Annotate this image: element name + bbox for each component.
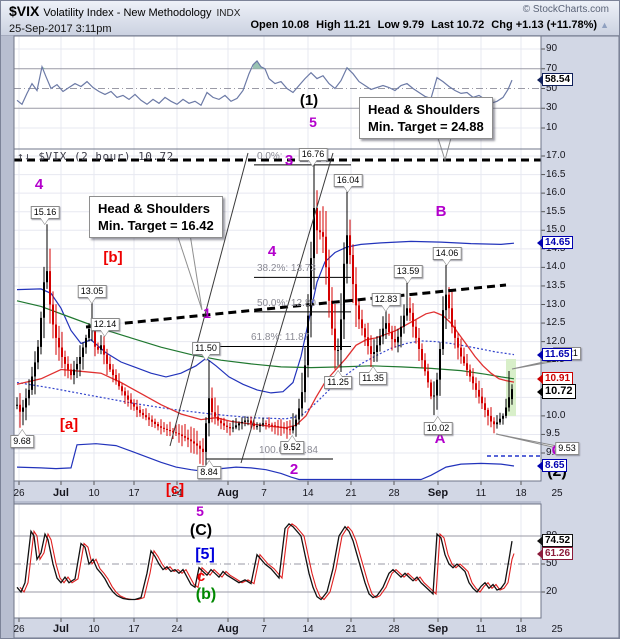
datetime-label: 25-Sep-2017 3:11pm: [9, 23, 112, 35]
header-row-quote: 25-Sep-2017 3:11pm Open 10.08 High 11.21 L…: [9, 19, 613, 35]
stockcharts-credit: © StockCharts.com: [522, 4, 609, 15]
symbol-name: Volatility Index - New Methodology: [43, 7, 212, 19]
quote-value: +1.13 (+11.78%): [512, 19, 598, 31]
oscillator-black-line: [16, 523, 513, 601]
quote-label: Open: [250, 19, 279, 31]
quote-label: Low: [377, 19, 400, 31]
quote-value: 11.21: [340, 19, 371, 31]
channel-left: [169, 152, 249, 447]
quote-label: Last: [431, 19, 454, 31]
current-bar-highlight: [506, 359, 516, 416]
change-up-triangle-icon: ▲: [600, 20, 609, 30]
header-row-title: $VIX Volatility Index - New Methodology IN…: [9, 3, 613, 19]
symbol: $VIX: [9, 3, 40, 19]
rising-neckline: [85, 283, 507, 329]
quote-label: High: [316, 19, 341, 31]
quote-strip: Open 10.08 High 11.21 Low 9.79 Last 10.72 Ch…: [243, 19, 609, 31]
quote-label: Chg: [491, 19, 513, 31]
bollinger-lower-band: [16, 443, 515, 481]
oscillator-red-line: [19, 523, 515, 601]
bollinger-upper-band: [16, 240, 515, 394]
symbol-exchange: INDX: [216, 8, 241, 19]
channel-right: [240, 152, 334, 464]
quote-value: 9.79: [399, 19, 425, 31]
chart-header: $VIX Volatility Index - New Methodology IN…: [1, 1, 619, 36]
quote-value: 10.72: [453, 19, 485, 31]
quote-value: 10.08: [278, 19, 310, 31]
